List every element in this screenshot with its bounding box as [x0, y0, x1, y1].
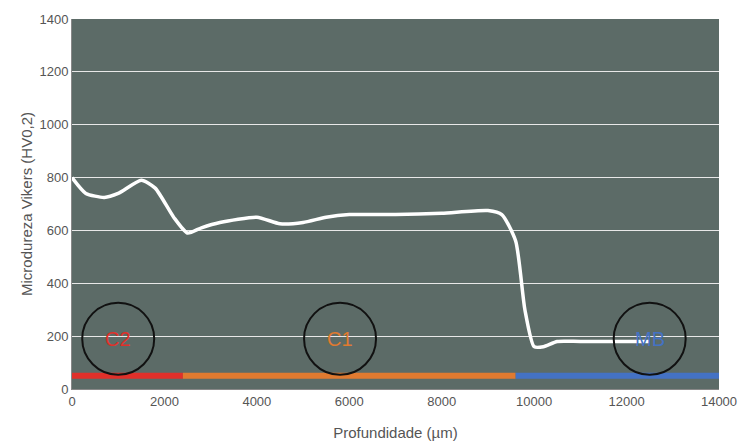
svg-text:8000: 8000 [427, 394, 456, 409]
svg-text:1400: 1400 [39, 12, 68, 27]
svg-text:800: 800 [47, 170, 69, 185]
svg-text:10000: 10000 [516, 394, 552, 409]
svg-text:600: 600 [47, 223, 69, 238]
svg-text:C1: C1 [327, 328, 353, 350]
svg-text:MB: MB [635, 328, 665, 350]
svg-text:0: 0 [61, 382, 68, 397]
svg-text:4000: 4000 [242, 394, 271, 409]
svg-text:200: 200 [47, 329, 69, 344]
svg-text:2000: 2000 [150, 394, 179, 409]
svg-text:12000: 12000 [608, 394, 644, 409]
svg-text:1000: 1000 [39, 117, 68, 132]
svg-text:0: 0 [68, 394, 75, 409]
svg-text:C2: C2 [105, 328, 131, 350]
svg-text:400: 400 [47, 276, 69, 291]
svg-text:Microdureza Vikers (HV0,2): Microdureza Vikers (HV0,2) [18, 112, 35, 296]
svg-text:Profundidade (µm): Profundidade (µm) [333, 424, 458, 441]
svg-text:6000: 6000 [335, 394, 364, 409]
svg-text:14000: 14000 [701, 394, 737, 409]
svg-text:1200: 1200 [39, 64, 68, 79]
